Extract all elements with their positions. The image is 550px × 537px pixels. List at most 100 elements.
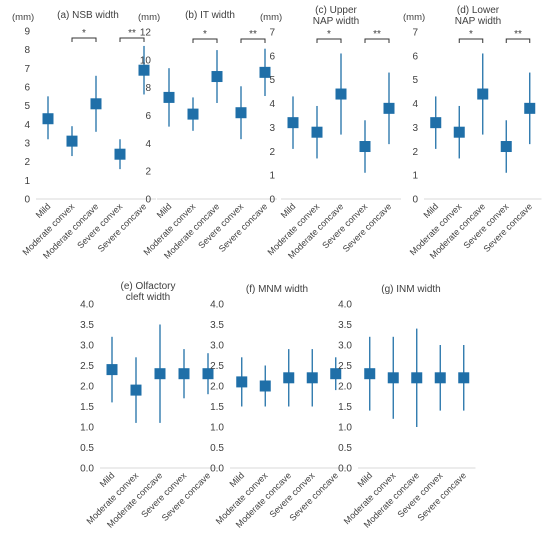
x-tick-label: Mild [98,470,117,489]
y-tick-label: 3 [24,139,30,150]
significance-bracket [505,38,531,43]
y-tick-label: 4 [269,99,275,110]
y-tick-label: 10 [140,55,152,66]
data-marker [330,368,342,380]
chart-title-line: (d) Lower [457,5,500,16]
chart-title: (a) NSB width [57,10,119,21]
data-marker [163,91,175,103]
y-tick-label: 1.0 [210,423,224,434]
y-tick-label: 3 [269,123,275,134]
data-marker [453,126,465,138]
y-tick-label: 5 [269,75,275,86]
y-tick-label: 7 [412,28,418,39]
data-marker [477,88,489,100]
y-tick-label: 0.5 [210,443,224,454]
y-tick-label: 2.0 [210,382,224,393]
data-marker [90,98,102,110]
y-tick-label: 3.0 [338,341,352,352]
data-marker [524,102,536,114]
y-tick-label: 0 [269,195,275,206]
significance-label: ** [128,28,136,39]
y-tick-label: 2.5 [80,361,94,372]
data-marker [311,126,323,138]
data-marker [287,117,299,129]
data-marker [387,372,399,384]
data-marker [283,372,295,384]
y-tick-label: 7 [24,64,30,75]
data-marker [411,372,423,384]
y-tick-label: 5 [24,101,30,112]
chart-f-mnm-width: (f) MNM width 0.0 0.5 1.0 1.5 2.0 2.5 3.0 3.5 4.0… [210,284,348,530]
y-tick-label: 6 [145,111,151,122]
chart-title: (c) Upper NAP width [313,5,360,27]
chart-title: (f) MNM width [246,284,308,295]
y-tick-label: 0.0 [338,464,352,475]
significance-bracket [192,38,218,43]
y-tick-label: 3.5 [338,320,352,331]
chart-title-line: (a) NSB width [57,10,119,21]
y-tick-label: 2.0 [338,382,352,393]
y-tick-label: 4 [24,120,30,131]
x-tick-label: Mild [279,201,298,220]
y-tick-label: 1 [24,176,30,187]
data-marker [434,372,446,384]
data-marker [500,141,512,153]
data-marker [383,102,395,114]
y-tick-label: 0.5 [338,443,352,454]
y-tick-label: 3.0 [80,341,94,352]
x-tick-label: Mild [227,470,246,489]
significance-label: * [327,29,331,40]
data-marker [66,135,78,147]
chart-title: (d) Lower NAP width [455,5,502,27]
y-tick-label: 0.0 [80,464,94,475]
y-tick-label: 6 [269,51,275,62]
data-marker [138,64,150,76]
y-tick-label: 4.0 [210,300,224,311]
significance-bracket [364,38,390,43]
y-tick-label: 3.5 [210,320,224,331]
y-tick-label: 12 [140,28,152,39]
unit-label: (mm) [260,12,282,23]
y-tick-label: 7 [269,28,275,39]
chart-title-line: cleft width [126,292,170,303]
data-marker [359,141,371,153]
y-tick-label: 9 [24,27,30,38]
y-tick-label: 2 [412,147,418,158]
data-marker [130,384,142,396]
y-tick-label: 3 [412,123,418,134]
chart-c-upper-nap-width: (c) Upper NAP width(mm)01234567MildModera… [260,5,401,261]
y-tick-label: 2.5 [338,361,352,372]
data-marker [202,368,214,380]
y-tick-label: 0 [24,195,30,206]
y-tick-label: 5 [412,75,418,86]
data-marker [187,108,199,120]
data-marker [259,66,271,78]
y-tick-label: 0 [412,195,418,206]
data-marker [306,372,318,384]
y-tick-label: 2 [145,167,151,178]
y-tick-label: 6 [24,83,30,94]
chart-title: (e) Olfactory cleft width [120,281,175,303]
chart-title-line: (g) INM width [381,284,440,295]
chart-g-inm-width: (g) INM width 0.0 0.5 1.0 1.5 2.0 2.5 3.0 3.5 4.0… [338,284,476,530]
y-tick-label: 2.0 [80,382,94,393]
data-marker [364,368,376,380]
y-tick-label: 6 [412,51,418,62]
significance-label: * [469,29,473,40]
x-tick-label: Mild [34,201,53,220]
chart-d-lower-nap-width: (d) Lower NAP width(mm)01234567MildModera… [403,5,542,261]
chart-title: (b) IT width [185,10,235,21]
significance-bracket [316,38,342,43]
y-tick-label: 1.0 [338,423,352,434]
chart-title-line: (f) MNM width [246,284,308,295]
y-tick-label: 8 [145,83,151,94]
data-marker [458,372,470,384]
y-tick-label: 1.0 [80,423,94,434]
chart-title: (g) INM width [381,284,440,295]
significance-bracket [458,38,484,43]
y-tick-label: 4.0 [338,300,352,311]
unit-label: (mm) [12,12,34,23]
chart-title-line: NAP width [313,16,360,27]
